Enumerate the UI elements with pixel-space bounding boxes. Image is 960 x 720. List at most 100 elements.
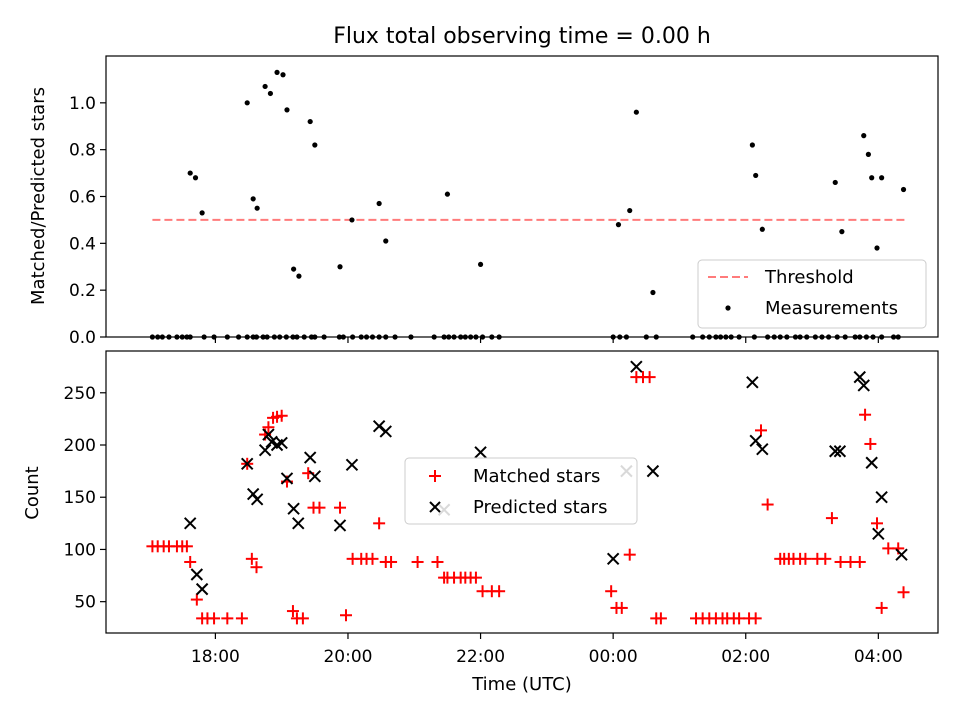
bottom-plot-frame xyxy=(105,350,939,634)
predicted-star-point xyxy=(262,428,275,441)
top-y-tick-label: 0.2 xyxy=(69,281,96,301)
measurement-point xyxy=(280,72,286,78)
bottom-x-tick-label: 04:00 xyxy=(854,647,903,667)
matched-star-point xyxy=(411,555,424,568)
matched-star-point xyxy=(339,609,352,622)
legend-matched-label: Matched stars xyxy=(473,466,600,487)
legend-threshold-label: Threshold xyxy=(764,267,854,288)
matched-star-point xyxy=(615,601,628,614)
matched-star-point xyxy=(749,612,762,625)
bottom-legend: Matched stars Predicted stars xyxy=(404,457,638,525)
matched-star-point xyxy=(366,552,379,565)
matched-star-point xyxy=(654,612,667,625)
predicted-star-point xyxy=(749,434,762,448)
bottom-y-tick-label: 50 xyxy=(74,593,96,613)
chart-title: Flux total observing time = 0.00 h xyxy=(333,24,711,49)
matched-star-point xyxy=(864,437,877,450)
measurement-point xyxy=(879,175,885,181)
matched-star-point xyxy=(643,371,656,384)
predicted-star-point xyxy=(895,548,908,561)
matched-star-point xyxy=(385,555,398,568)
top-y-tick-label: 0.8 xyxy=(69,141,96,161)
x-axis-label: Time (UTC) xyxy=(471,674,572,695)
matched-star-point xyxy=(334,501,347,514)
measurement-point xyxy=(307,118,313,125)
matched-star-point xyxy=(184,555,197,568)
predicted-star-point xyxy=(292,517,305,530)
legend-measurements-swatch xyxy=(725,305,731,311)
predicted-star-point xyxy=(379,425,392,438)
legend-matched-swatch xyxy=(429,470,441,482)
measurement-point xyxy=(312,142,318,148)
predicted-star-point xyxy=(872,527,885,540)
top-plot-frame xyxy=(105,55,939,338)
predicted-star-point xyxy=(865,456,878,469)
matched-star-point xyxy=(469,571,482,584)
measurement-point xyxy=(627,207,633,214)
measurement-point xyxy=(262,83,268,90)
legend-predicted-swatch xyxy=(429,501,441,513)
matched-star-point xyxy=(180,540,193,553)
bottom-y-tick-label: 250 xyxy=(64,384,96,404)
matched-star-point xyxy=(825,512,838,525)
matched-star-point xyxy=(875,601,888,614)
matched-star-point xyxy=(286,605,299,618)
bottom-legend-box xyxy=(404,457,638,525)
predicted-star-point xyxy=(287,502,300,515)
bottom-y-tick-label: 150 xyxy=(64,488,96,508)
measurement-point xyxy=(254,205,260,211)
matched-star-point xyxy=(754,424,767,437)
measurement-point xyxy=(376,200,382,207)
measurement-point xyxy=(244,100,250,106)
top-y-tick-label: 0.0 xyxy=(69,328,96,348)
bottom-x-ticks: 18:00 20:00 22:00 00:00 02:00 04:00 xyxy=(191,633,903,667)
matched-star-point xyxy=(190,593,203,606)
measurement-point xyxy=(349,217,355,223)
measurement-point xyxy=(187,170,193,176)
measurement-point xyxy=(869,175,875,181)
legend-predicted-label: Predicted stars xyxy=(473,497,607,518)
predicted-star-point xyxy=(630,360,643,373)
matched-star-point xyxy=(373,517,386,530)
measurement-point xyxy=(753,172,759,179)
bottom-y-axis-label: Count xyxy=(22,466,43,519)
measurement-point xyxy=(839,229,845,235)
bottom-panel: Count Time (UTC) 50 100 150 200 250 18:00 20:… xyxy=(22,350,939,695)
matched-star-point xyxy=(245,552,258,565)
top-y-ticks: 0.0 0.2 0.4 0.6 0.8 1.0 xyxy=(69,94,106,348)
matched-star-point xyxy=(208,612,221,625)
predicted-star-point xyxy=(345,458,359,472)
bottom-y-ticks: 50 100 150 200 250 xyxy=(64,384,106,613)
matched-star-point xyxy=(853,555,866,568)
matched-star-point xyxy=(313,501,326,514)
predicted-star-point xyxy=(333,519,347,532)
predicted-star-point xyxy=(606,552,620,566)
top-panel: Flux total observing time = 0.00 h Match… xyxy=(28,24,939,348)
measurement-point xyxy=(759,226,765,232)
measurement-point xyxy=(291,266,297,272)
measurement-point xyxy=(900,186,907,193)
measurement-point xyxy=(284,107,290,113)
matched-star-point xyxy=(897,586,910,599)
top-y-axis-label: Matched/Predicted stars xyxy=(28,87,49,305)
measurement-point xyxy=(861,133,867,139)
matched-star-point xyxy=(761,498,774,511)
matched-star-point xyxy=(871,517,884,530)
measurement-point xyxy=(250,196,256,202)
predicted-star-point xyxy=(829,445,842,458)
count-points xyxy=(146,360,910,625)
top-legend: Threshold Measurements xyxy=(697,259,927,329)
measurement-point xyxy=(749,142,755,148)
matched-star-point xyxy=(605,585,618,598)
matched-star-point xyxy=(275,409,288,422)
predicted-star-point xyxy=(258,444,272,457)
bottom-x-tick-label: 20:00 xyxy=(323,647,372,667)
predicted-star-point xyxy=(280,472,294,485)
bottom-y-tick-label: 200 xyxy=(64,436,96,456)
predicted-star-point xyxy=(241,457,254,471)
matched-star-point xyxy=(235,612,248,625)
measurement-point xyxy=(267,90,274,97)
matched-star-point xyxy=(799,552,812,565)
top-legend-box xyxy=(697,259,927,329)
